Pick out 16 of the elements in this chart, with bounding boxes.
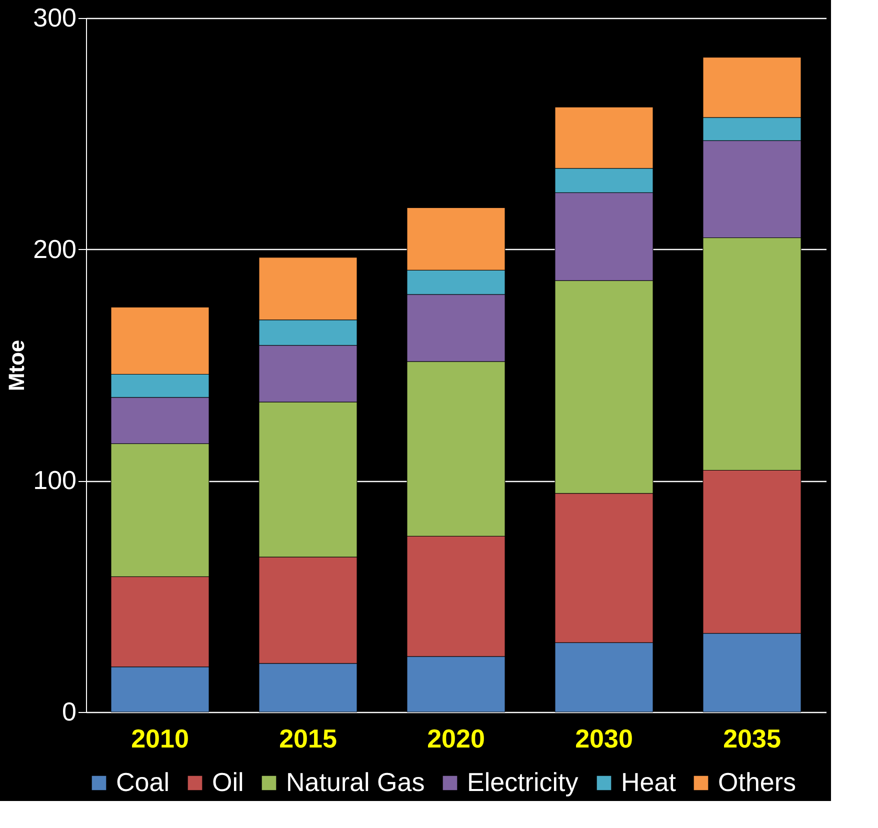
x-tick-label: 2020 [427,724,485,754]
legend-label: Natural Gas [286,767,425,797]
y-tick-label: 0 [62,696,76,726]
legend-label: Oil [212,767,244,797]
x-tick-label: 2015 [279,724,337,754]
legend-label: Others [718,767,796,797]
y-tick-label: 300 [33,2,76,32]
x-tick-label: 2035 [723,724,781,754]
legend-label: Heat [621,767,677,797]
y-tick-label: 100 [33,465,76,496]
x-tick-label: 2010 [131,724,189,754]
x-tick-label: 2030 [575,724,633,754]
y-tick-label: 200 [33,234,76,264]
y-axis-title: Mtoe [4,340,30,392]
legend-label: Electricity [467,767,578,797]
legend-label: Coal [116,767,170,797]
